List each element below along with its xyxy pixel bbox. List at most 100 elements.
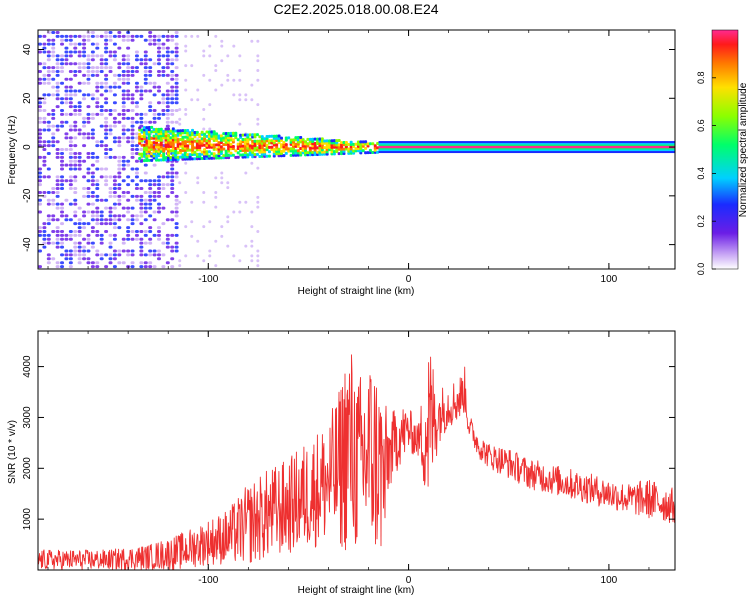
spectrogram-cell-signal [159,127,163,131]
spectrogram-cell-sparse [256,195,260,199]
spectrogram-cell-noise [86,233,91,237]
spectrogram-cell-noise [86,38,91,42]
spectrogram-cell-noise [86,155,91,159]
spectrogram-cell-noise [117,34,122,38]
spectrogram-cell-signal [243,133,247,137]
spectrogram-cell-noise [134,81,139,85]
spectrogram-cell-noise [130,179,135,183]
spectrogram-cell-noise [139,187,144,191]
spectrogram-cell-noise [148,183,153,187]
spectrogram-cell-noise [121,167,126,171]
spectrogram-cell-signal [265,154,269,158]
spectrogram-cell-noise [99,34,104,38]
spectrogram-cell-sparse [220,83,224,87]
colorbar-tick-label: 0.0 [696,263,706,276]
spectrogram-cell-noise [90,54,95,58]
spectrogram-cell-noise [152,163,157,167]
spectrogram-cell-signal [361,140,365,144]
spectrogram-cell-noise [55,155,60,159]
spectrogram-cell-signal [299,151,303,155]
spectrogram-cell-sparse [244,93,248,97]
spectrogram-cell-sparse [238,210,242,214]
spectrogram-cell-noise [55,140,60,144]
spectrogram-cell-noise [42,237,47,241]
spectrogram-cell-sparse [178,108,182,112]
spectrogram-cell-noise [86,112,91,116]
spectrogram-cell-noise [42,50,47,54]
spectrogram-cell-noise [148,206,153,210]
colorbar-tick-label: 0.6 [696,119,706,132]
spectrogram-cell-noise [152,190,157,194]
spectrogram-cell-noise [121,89,126,93]
spectrogram-cell-noise [117,85,122,89]
spectrogram-cell-signal [231,131,235,135]
spectrogram-cell-noise [38,190,42,194]
spectrogram-cell-noise [68,261,73,265]
spectrogram-cell-noise [112,226,117,230]
spectrogram-cell-noise [139,261,144,265]
spectrogram-cell-sparse [244,244,248,248]
spectrogram-cell-signal [267,150,271,154]
spectrogram-cell-noise [117,167,122,171]
spectrogram-cell-noise [148,34,153,38]
spectrogram-cell-noise [38,183,42,187]
spectrogram-cell-signal [157,158,161,162]
spectrogram-cell-noise [60,42,65,46]
spectrogram-cell-noise [68,175,73,179]
spectrogram-cell-sparse [208,103,212,107]
spectrogram-cell-noise [139,120,144,124]
spectrogram-cell-noise [77,132,82,136]
spectrogram-cell-noise [170,245,175,249]
spectrogram-cell-noise [165,54,170,58]
spectrogram-cell-noise [68,159,73,163]
spectrogram-cell-noise [82,62,87,66]
spectrogram-cell-noise [86,77,91,81]
spectrogram-cell-noise [104,89,109,93]
spectrogram-cell-sparse [220,234,224,238]
spectrogram-cell-signal [248,137,252,141]
spectrogram-cell-noise [161,109,166,113]
spectrogram-cell-noise [99,175,104,179]
spectrogram-cell-sparse [256,69,260,73]
spectrogram-cell-noise [73,105,78,109]
spectrogram-cell-noise [112,85,117,89]
spectrogram-cell-noise [152,109,157,113]
spectrogram-cell-noise [134,183,139,187]
spectrogram-cell-signal [222,147,226,151]
spectrogram-cell-signal [239,133,243,137]
spectrogram-cell-noise [117,120,122,124]
spectrogram-cell-signal [169,149,173,153]
spectrogram-cell-noise [55,229,60,233]
spectrogram-cell-noise [42,46,47,50]
spectrogram-cell-noise [64,38,69,42]
spectrogram-cell-sparse [184,44,188,48]
colorbar-label: Normalized spectral amplitude [738,82,749,217]
spectrogram-cell-signal [171,127,175,131]
spectrogram-cell-noise [148,237,153,241]
spectrogram-cell-sparse [220,181,224,185]
spectrogram-cell-noise [126,73,131,77]
spectrogram-cell-noise [170,34,175,38]
spectrogram-cell-noise [95,54,100,58]
spectrogram-cell-noise [148,249,153,253]
spectrogram-cell-noise [60,34,65,38]
spectrogram-cell-noise [46,73,51,77]
spectrogram-cell-noise [86,151,91,155]
spectrogram-cell-noise [46,66,51,70]
spectrogram-cell-signal [236,155,240,159]
spectrogram-cell-signal [352,142,356,146]
spectrogram-cell-sparse [256,117,260,121]
spectrogram-cell-sparse [244,200,248,204]
spectrogram-cell-noise [64,136,69,140]
spectrogram-cell-signal [267,134,271,138]
spectrogram-cell-noise [161,101,166,105]
spectrogram-cell-noise [90,155,95,159]
spectrogram-cell-noise [126,210,131,214]
spectrogram-cell-noise [42,194,47,198]
spectrogram-cell-sparse [190,34,194,38]
spectrogram-cell-signal [308,137,312,141]
spectrogram-cell-noise [55,97,60,101]
spectrogram-cell-noise [161,183,166,187]
spectrogram-cell-noise [95,183,100,187]
spectrogram-cell-signal [320,137,324,141]
